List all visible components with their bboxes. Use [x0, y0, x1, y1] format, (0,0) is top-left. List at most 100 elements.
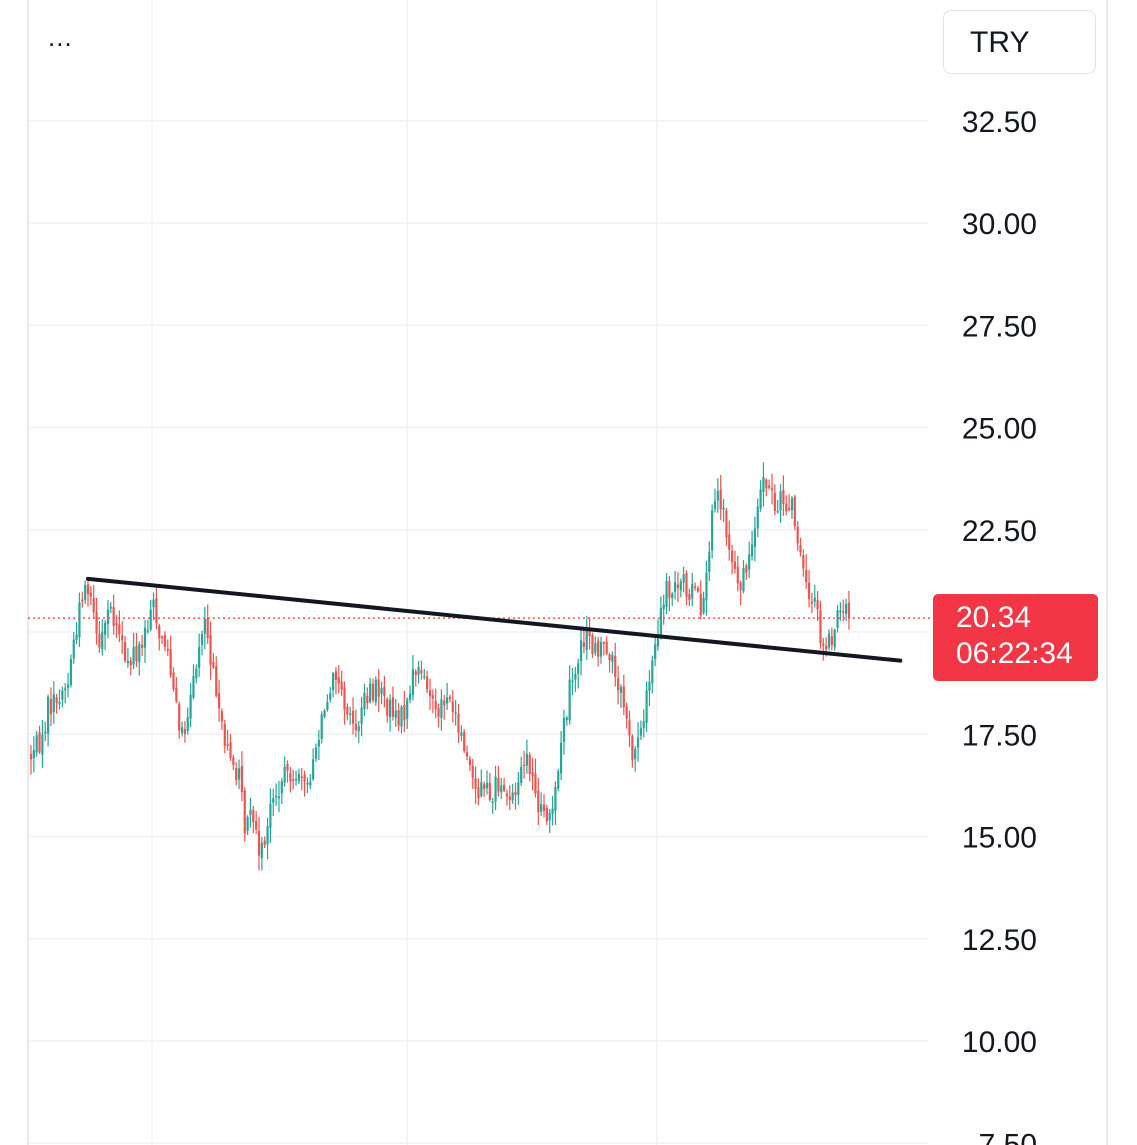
candle-body: [266, 826, 269, 845]
candle: [394, 699, 397, 727]
candle-body: [477, 787, 480, 799]
currency-label[interactable]: TRY: [943, 10, 1096, 74]
candle: [332, 671, 335, 698]
candle-body: [189, 694, 192, 719]
candle-body: [842, 611, 845, 613]
candle-body: [35, 735, 38, 753]
candle: [460, 725, 463, 742]
candle: [400, 704, 403, 734]
candle-body: [366, 695, 369, 704]
trend-line[interactable]: [86, 576, 903, 663]
candle: [29, 745, 33, 775]
candle-body: [554, 787, 557, 811]
candle: [58, 689, 61, 710]
candle: [414, 669, 417, 687]
candle-body: [753, 528, 756, 547]
candle: [49, 687, 53, 727]
candle-body: [58, 701, 61, 704]
candle: [178, 701, 181, 739]
candle: [446, 682, 449, 710]
candle: [503, 777, 506, 793]
candle: [380, 681, 383, 705]
candle-body: [166, 648, 169, 651]
candle-body: [708, 552, 711, 573]
candle-body: [329, 692, 332, 700]
more-options-button[interactable]: ...: [48, 22, 73, 52]
candle: [611, 651, 614, 674]
candle: [773, 484, 776, 516]
candle-body: [314, 747, 318, 759]
candle: [246, 815, 249, 835]
candle-body: [47, 696, 50, 734]
candle: [488, 772, 491, 802]
candle: [186, 707, 189, 735]
candle-body: [736, 566, 739, 584]
candle: [494, 765, 497, 811]
candle-body: [656, 634, 660, 647]
candle-body: [334, 671, 338, 680]
candle: [505, 789, 509, 806]
candle-body: [277, 796, 281, 799]
candle-body: [426, 676, 429, 690]
candle: [149, 600, 152, 632]
candle: [334, 667, 338, 695]
y-tick-label: 12.50: [962, 924, 1037, 957]
candle: [200, 630, 204, 656]
candle-body: [796, 526, 799, 544]
candle: [272, 788, 275, 817]
candle-body: [229, 742, 232, 758]
candle-body: [89, 592, 92, 597]
candle-body: [813, 597, 816, 602]
last-price-value: 20.34: [956, 601, 1032, 634]
candle: [805, 554, 808, 589]
candle-body: [822, 643, 825, 646]
candle: [426, 670, 429, 693]
candle: [779, 484, 782, 523]
candle-body: [463, 732, 466, 752]
candle: [252, 805, 255, 834]
candle-body: [693, 586, 697, 588]
candle-body: [802, 555, 805, 569]
candle-body: [565, 717, 568, 721]
candle: [582, 630, 585, 654]
candle: [602, 641, 605, 656]
candle-body: [146, 630, 149, 632]
candle-body: [346, 706, 349, 715]
candle: [762, 462, 765, 507]
candle-body: [29, 754, 33, 760]
candle: [750, 530, 754, 561]
candle-body: [676, 584, 680, 588]
candle: [121, 621, 124, 654]
candle: [269, 788, 272, 843]
candle: [588, 617, 591, 650]
candle-body: [72, 639, 75, 659]
candle: [203, 606, 206, 650]
candle-body: [451, 701, 454, 712]
candle: [289, 767, 292, 793]
candle: [810, 592, 813, 614]
candle: [813, 584, 816, 608]
candle-body: [682, 574, 685, 583]
candle: [577, 658, 580, 689]
candle-body: [608, 654, 611, 661]
candle: [249, 798, 252, 828]
candle: [451, 689, 454, 723]
candle: [654, 636, 657, 667]
candle: [195, 664, 198, 684]
candle-body: [237, 768, 241, 780]
candle-body: [597, 640, 600, 657]
candle: [309, 774, 312, 790]
candle: [665, 573, 668, 615]
candle: [545, 804, 548, 826]
candle-body: [129, 660, 132, 666]
candle-body: [836, 610, 839, 628]
candle-body: [568, 679, 571, 721]
candle: [257, 816, 261, 871]
candle-body: [135, 646, 138, 662]
candle-body: [340, 681, 343, 690]
candle-body: [636, 737, 640, 748]
candle-body: [542, 804, 546, 811]
candle-body: [500, 785, 503, 793]
candle: [255, 811, 258, 835]
